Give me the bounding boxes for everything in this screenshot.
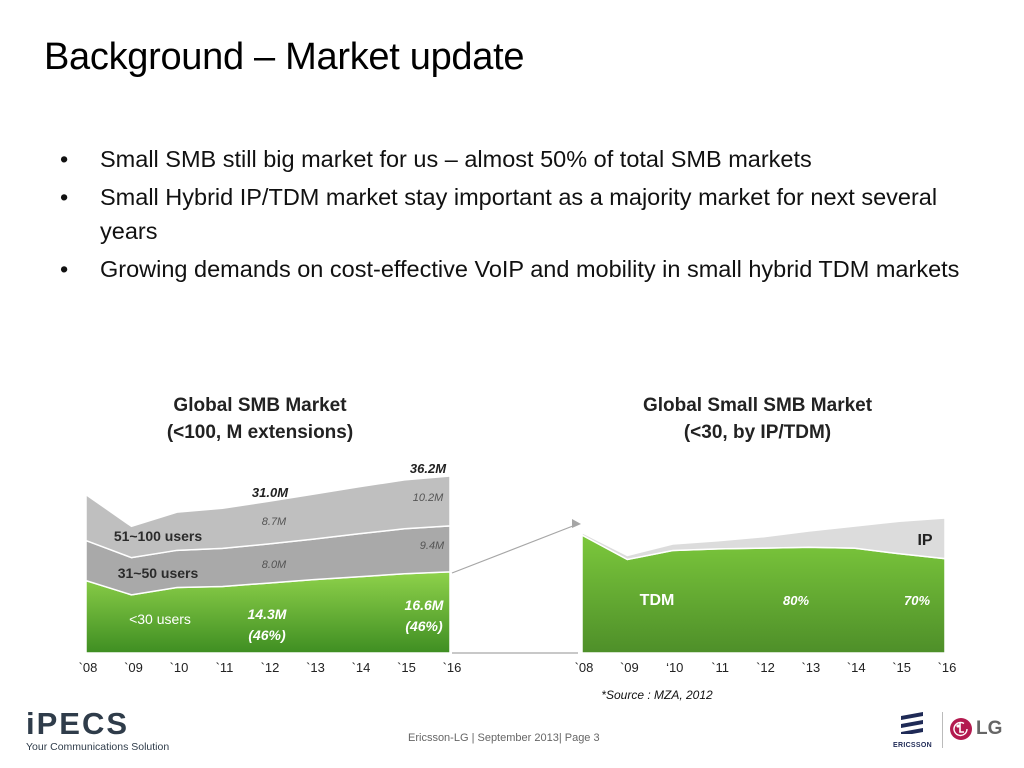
chart1-total-label: 31.0M (252, 485, 289, 500)
chart1-title: Global SMB Market (<100, M extensions) (110, 392, 410, 446)
bullet-dot: • (60, 256, 69, 282)
footer-text: Ericsson-LG | September 2013| Page 3 (408, 732, 600, 744)
source-note: *Source : MZA, 2012 (601, 688, 713, 702)
chart1-series-label: <30 users (129, 611, 191, 627)
chart2-x-tick: `13 (801, 660, 820, 675)
chart2-x-tick: `11 (711, 660, 729, 675)
chart2-x-tick: ‘10 (666, 660, 683, 675)
bullet-text: Small Hybrid IP/TDM market stay importan… (100, 184, 938, 244)
chart1-x-tick: `08 (79, 660, 98, 675)
chart2-title-line1: Global Small SMB Market (642, 395, 873, 416)
chart2-series-label: TDM (640, 592, 675, 609)
chart2-x-tick: `16 (938, 660, 957, 675)
chart1-series-label: 51~100 users (114, 528, 203, 544)
chart2-x-tick: `09 (620, 660, 639, 675)
chart1-x-tick: `09 (124, 660, 143, 675)
bullet-item: • Small Hybrid IP/TDM market stay import… (60, 180, 980, 248)
zoom-arrowhead-icon (572, 519, 581, 528)
bullet-item: • Small SMB still big market for us – al… (60, 142, 980, 176)
chart1-title-line1: Global SMB Market (173, 395, 347, 416)
chart2-title: Global Small SMB Market (<30, by IP/TDM) (590, 392, 925, 446)
ericsson-logo-word: ERICSSON (893, 742, 932, 749)
chart1-data-label: 9.4M (420, 540, 445, 552)
bullet-text: Small SMB still big market for us – almo… (100, 146, 812, 172)
chart1-x-tick: `14 (352, 660, 371, 675)
chart1-area-51-100-users (85, 475, 451, 559)
chart2-series-label: IP (917, 532, 932, 549)
chart2-area-ip (581, 517, 946, 561)
chart1-x-tick: `16 (443, 660, 462, 675)
chart1-data-label: 14.3M (248, 606, 287, 622)
chart1-data-label: 16.6M (405, 597, 444, 613)
chart1-data-label: 8.7M (262, 516, 287, 528)
chart2-x-tick: `14 (847, 660, 866, 675)
logo-divider (942, 712, 943, 748)
bullet-dot: • (60, 146, 69, 172)
chart1-total-label: 36.2M (410, 461, 447, 476)
bullet-item: • Growing demands on cost-effective VoIP… (60, 252, 980, 286)
chart1-x-tick: `12 (261, 660, 280, 675)
chart2-data-label: 70% (904, 593, 930, 608)
ericsson-logo: ERICSSON (893, 712, 932, 749)
chart2-title-line2: (<30, by IP/TDM) (683, 422, 832, 443)
slide-title: Background – Market update (44, 36, 525, 78)
bullet-dot: • (60, 184, 69, 210)
chart1-x-tick: `13 (306, 660, 325, 675)
ericsson-logo-icon (901, 712, 924, 736)
chart1-data-label: 10.2M (413, 492, 444, 504)
chart1-series-label: 31~50 users (118, 565, 199, 581)
chart1-data-label: (46%) (248, 627, 286, 643)
chart2-data-label: 80% (783, 593, 809, 608)
lg-logo-icon (950, 718, 972, 740)
lg-logo: LG (950, 718, 1002, 740)
chart1-x-tick: `11 (216, 660, 234, 675)
chart1-x-tick: `10 (170, 660, 189, 675)
chart1-x-tick: `15 (397, 660, 416, 675)
chart1-data-label: (46%) (405, 618, 443, 634)
zoom-connector-top (451, 523, 579, 574)
bullet-text: Growing demands on cost-effective VoIP a… (100, 256, 960, 282)
ipecs-logo-tagline: Your Communications Solution (26, 741, 170, 753)
chart2-x-tick: `15 (892, 660, 911, 675)
chart2-x-tick: `12 (756, 660, 775, 675)
lg-logo-word: LG (976, 718, 1003, 739)
ipecs-logo: iPECS Your Communications Solution (26, 706, 170, 753)
chart2-x-tick: `08 (575, 660, 594, 675)
chart1-title-line2: (<100, M extensions) (166, 422, 354, 443)
chart1-data-label: 8.0M (262, 559, 287, 571)
ipecs-logo-word: iPECS (26, 706, 130, 741)
bullet-list: • Small SMB still big market for us – al… (60, 142, 980, 290)
